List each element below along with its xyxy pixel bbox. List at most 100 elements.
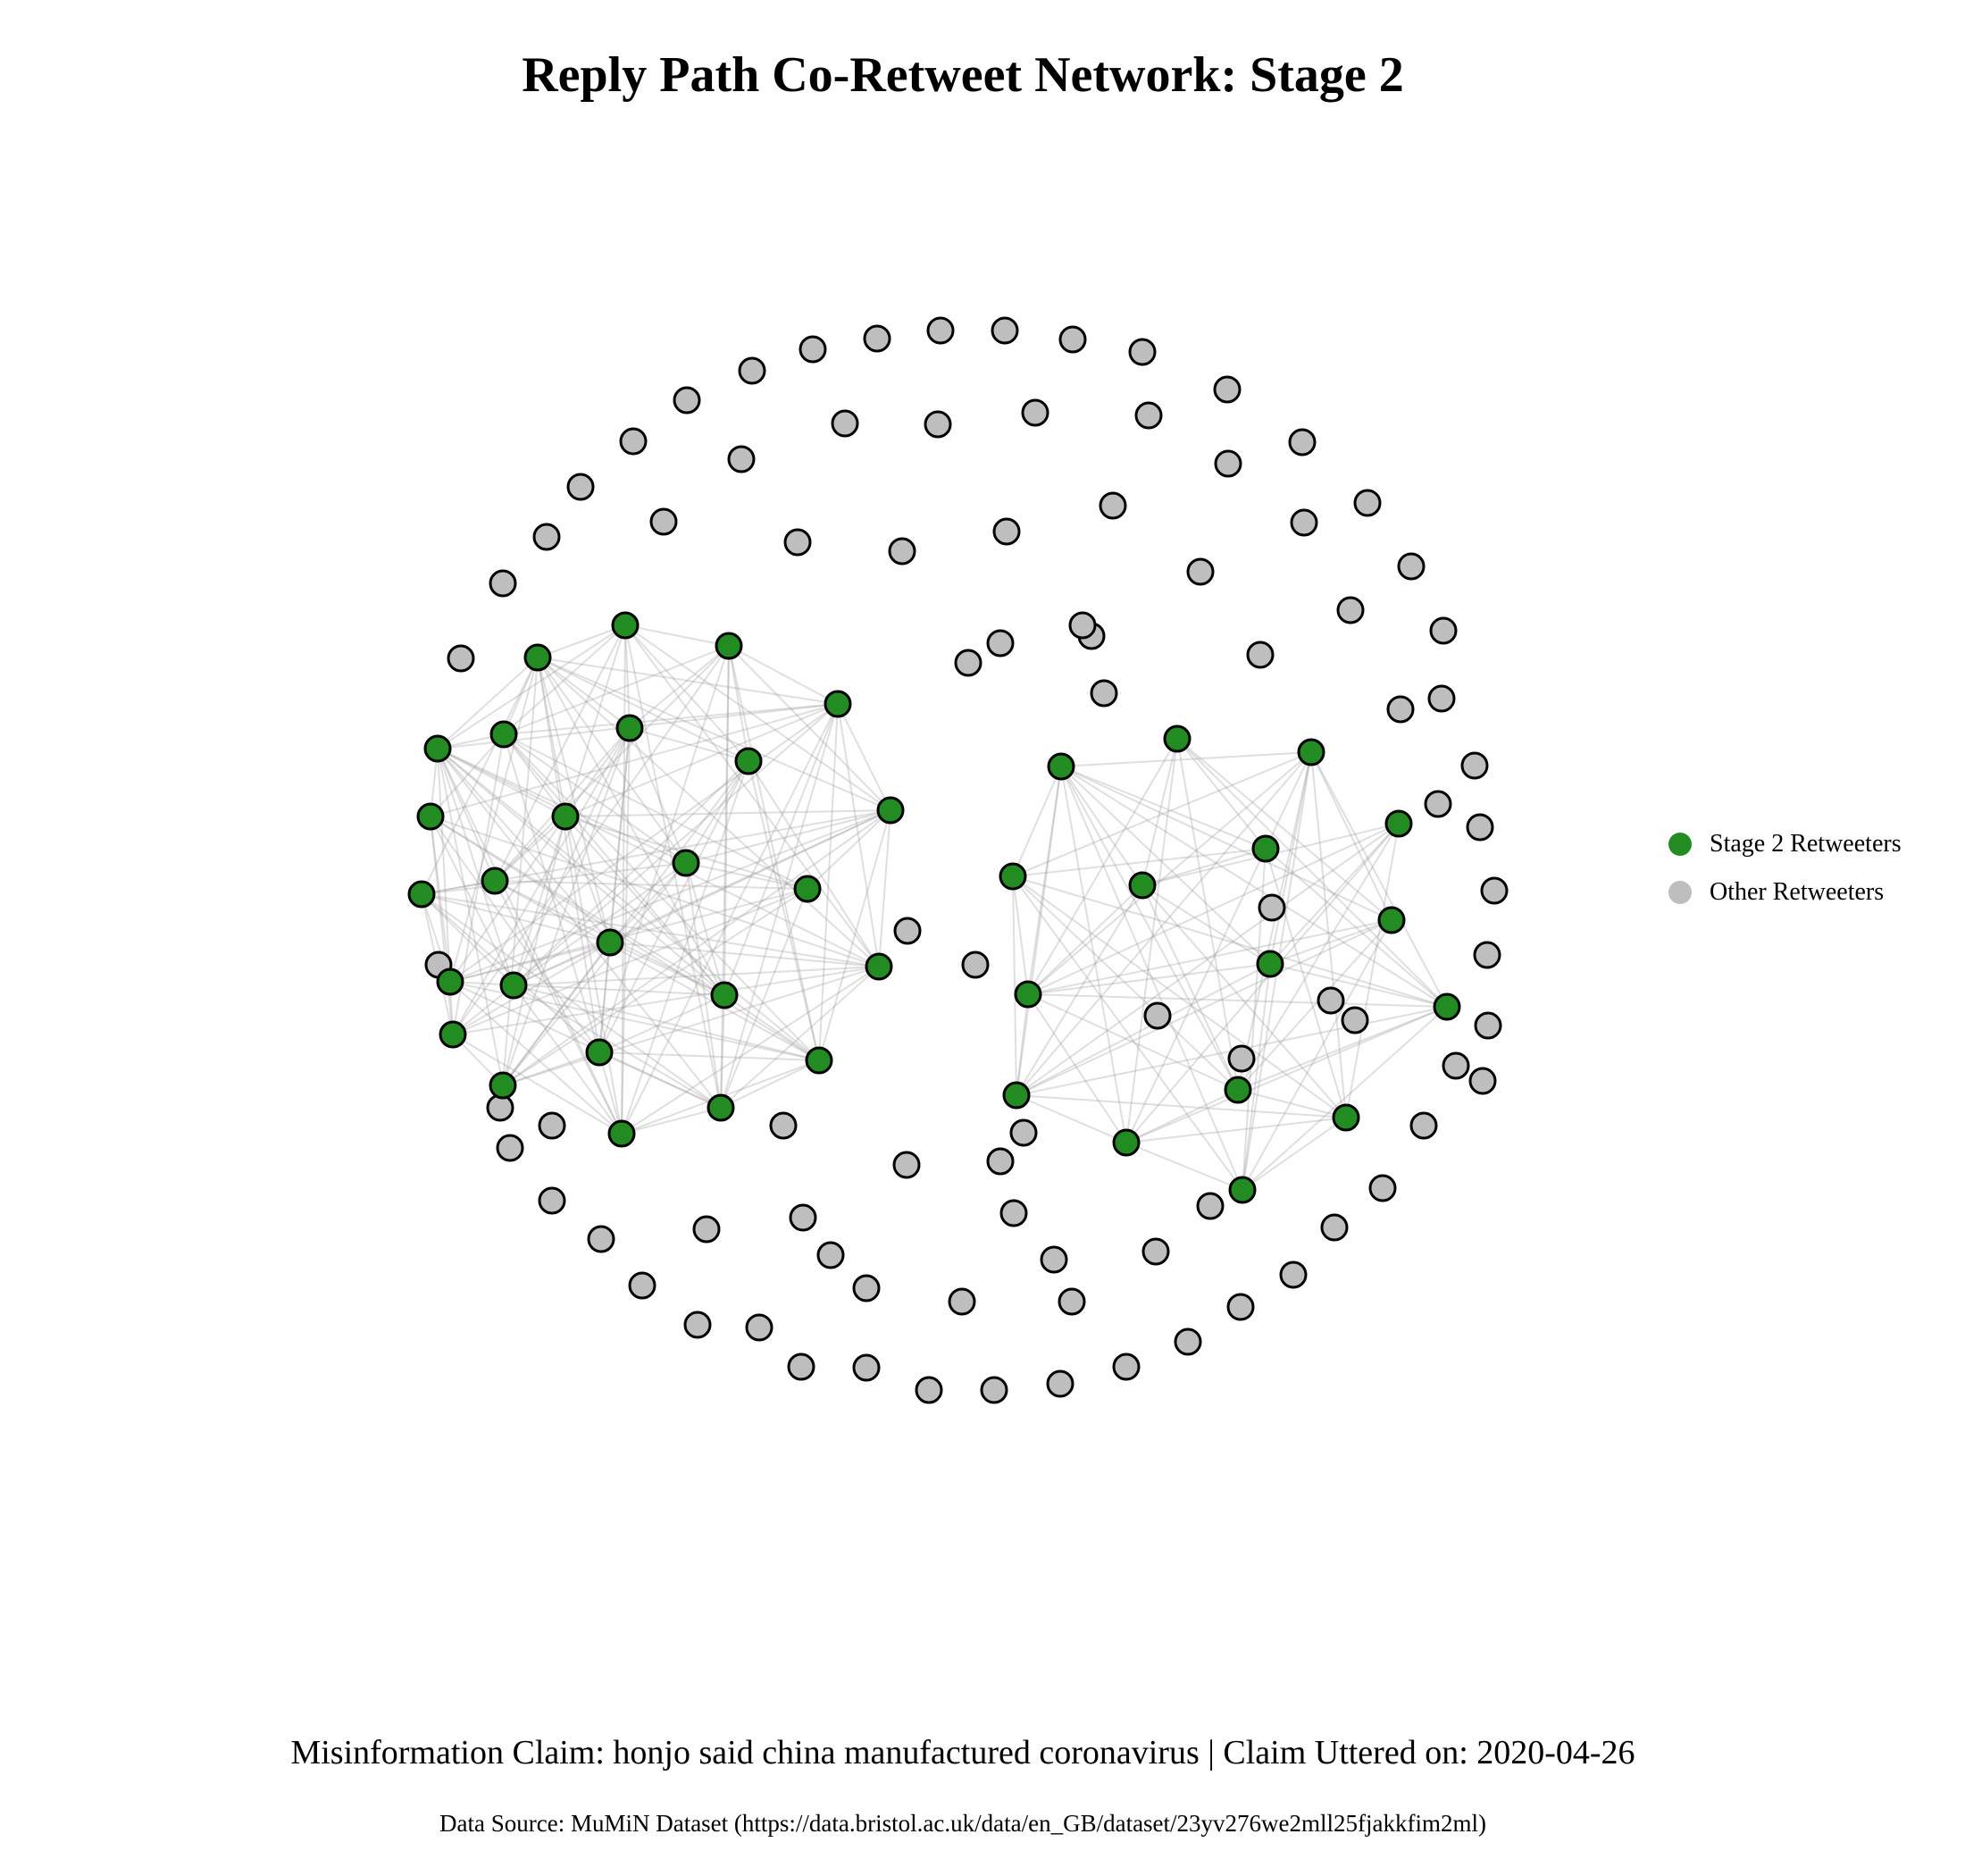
- co-retweet-edge: [1016, 751, 1312, 1096]
- co-retweet-edge: [598, 1051, 722, 1109]
- other-retweeter-node: [1368, 1174, 1397, 1202]
- co-retweet-edge: [837, 703, 880, 967]
- co-retweet-edge: [624, 624, 631, 729]
- co-retweet-edge: [1016, 993, 1029, 1096]
- stage2-retweeter-node: [793, 875, 822, 903]
- co-retweet-edge: [513, 984, 623, 1135]
- co-retweet-edge: [723, 994, 820, 1061]
- stage2-retweeter-node: [1384, 809, 1413, 838]
- other-retweeter-node: [787, 1353, 815, 1381]
- other-retweeter-node: [1058, 325, 1087, 354]
- co-retweet-edge: [720, 888, 808, 1109]
- co-retweet-edge: [437, 624, 626, 750]
- other-retweeter-node: [1320, 1213, 1349, 1242]
- legend-marker-stage2: [1668, 833, 1692, 856]
- stage2-retweeter-node: [824, 690, 852, 718]
- co-retweet-edge: [503, 733, 687, 864]
- co-retweet-edge: [723, 645, 730, 996]
- co-retweet-edge: [598, 760, 749, 1053]
- co-retweet-edge: [629, 727, 687, 864]
- stage2-retweeter-node: [1228, 1176, 1257, 1204]
- co-retweet-edge: [837, 703, 891, 811]
- co-retweet-edge: [502, 657, 539, 1086]
- co-retweet-edge: [1012, 875, 1239, 1091]
- co-retweet-edge: [1027, 884, 1143, 995]
- co-retweet-edge: [437, 748, 623, 1135]
- claim-caption: Misinformation Claim: honjo said china m…: [290, 1734, 1635, 1771]
- co-retweet-edge: [1176, 738, 1448, 1008]
- stage2-retweeter-node: [707, 1093, 735, 1122]
- co-retweet-edge: [513, 809, 891, 986]
- other-retweeter-node: [1099, 491, 1127, 520]
- co-retweet-edge: [685, 862, 808, 890]
- stage2-retweeter-node: [1224, 1076, 1252, 1104]
- other-retweeter-node: [1409, 1111, 1438, 1140]
- co-retweet-edge: [621, 1107, 722, 1135]
- co-retweet-edge: [1125, 1006, 1448, 1143]
- co-retweet-edge: [437, 748, 496, 882]
- co-retweet-edge: [430, 733, 505, 817]
- other-retweeter-node: [789, 1203, 817, 1232]
- stage2-retweeter-node: [523, 643, 552, 672]
- other-retweeter-node: [1429, 616, 1458, 645]
- other-retweeter-node: [1258, 893, 1286, 922]
- other-retweeter-node: [1214, 449, 1242, 478]
- co-retweet-edge: [537, 657, 687, 864]
- co-retweet-edge: [1027, 963, 1271, 995]
- co-retweet-edge: [624, 624, 749, 762]
- co-retweet-edge: [437, 748, 514, 986]
- other-retweeter-node: [1341, 1006, 1369, 1034]
- co-retweet-edge: [728, 645, 839, 705]
- other-retweeter-node: [489, 569, 517, 598]
- co-retweet-edge: [720, 645, 730, 1109]
- other-retweeter-node: [496, 1134, 524, 1162]
- other-retweeter-node: [738, 356, 766, 385]
- co-retweet-edge: [1237, 1089, 1347, 1118]
- co-retweet-edge: [1027, 993, 1239, 1091]
- other-retweeter-node: [1427, 684, 1456, 713]
- co-retweet-edge: [1141, 848, 1267, 886]
- co-retweet-edge: [537, 657, 749, 762]
- other-retweeter-node: [915, 1376, 943, 1404]
- stage2-retweeter-node: [805, 1046, 833, 1075]
- co-retweet-edge: [1012, 875, 1347, 1118]
- co-retweet-edge: [437, 748, 611, 943]
- co-retweet-edge: [1016, 963, 1271, 1096]
- other-retweeter-node: [1336, 596, 1365, 624]
- other-retweeter-node: [727, 445, 756, 473]
- co-retweet-edge: [503, 624, 626, 735]
- co-retweet-edge: [598, 727, 631, 1053]
- co-retweet-edge: [452, 727, 631, 1035]
- co-retweet-edge: [430, 703, 839, 817]
- co-retweet-edge: [1012, 848, 1267, 877]
- other-retweeter-node: [1466, 813, 1494, 842]
- co-retweet-edge: [807, 809, 891, 890]
- co-retweet-edge: [1125, 1089, 1239, 1143]
- other-retweeter-node: [1468, 1067, 1497, 1095]
- co-retweet-edge: [513, 942, 611, 986]
- other-retweeter-node: [852, 1274, 881, 1302]
- stage2-retweeter-node: [416, 802, 445, 831]
- other-retweeter-node: [986, 1147, 1015, 1176]
- other-retweeter-node: [926, 316, 955, 345]
- co-retweet-edge: [1060, 766, 1239, 1091]
- co-retweet-edge: [1242, 1006, 1448, 1191]
- co-retweet-edge: [621, 966, 880, 1135]
- co-retweet-edge: [723, 703, 839, 996]
- co-retweet-edge: [598, 942, 611, 1053]
- co-retweet-edge: [502, 816, 566, 1086]
- stage2-retweeter-node: [715, 632, 743, 660]
- co-retweet-edge: [1060, 766, 1448, 1008]
- co-retweet-edge: [449, 888, 808, 983]
- co-retweet-edge: [1176, 738, 1392, 921]
- co-retweet-edge: [503, 657, 539, 735]
- other-retweeter-node: [538, 1186, 566, 1215]
- other-retweeter-node: [892, 1151, 921, 1179]
- co-retweet-edge: [503, 733, 808, 890]
- co-retweet-edge: [720, 703, 839, 1109]
- other-retweeter-node: [924, 410, 952, 439]
- other-retweeter-node: [1090, 679, 1118, 708]
- co-retweet-edge: [720, 1059, 820, 1109]
- stage2-retweeter-node: [611, 611, 640, 640]
- co-retweet-edge: [537, 657, 839, 705]
